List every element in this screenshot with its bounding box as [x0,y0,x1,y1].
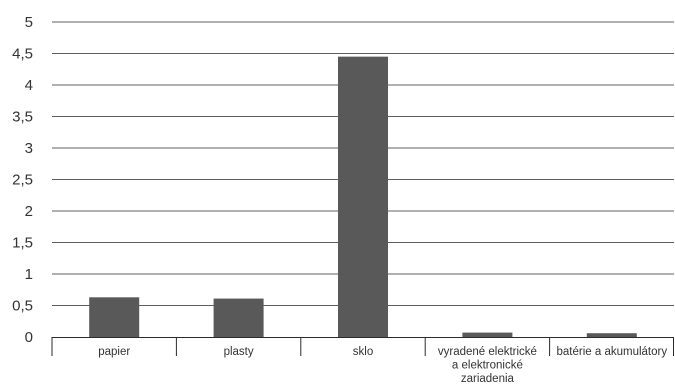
x-axis-category-labels: papier plasty sklo vyradené elektrické a ele… [98,346,667,385]
bar [338,56,388,338]
bars [89,56,637,338]
x-category-label: a elektronické [452,360,523,372]
y-tick-label: 1 [25,266,33,283]
y-tick-label: 0 [25,329,33,346]
y-tick-label: 3,5 [12,109,33,126]
y-axis-tick-labels: 0 0,5 1 1,5 2 2,5 3 3,5 4 4,5 5 [12,14,33,346]
y-tick-label: 4 [25,77,33,94]
y-tick-label: 5 [25,14,33,31]
x-category-label: papier [98,346,130,358]
y-tick-label: 2 [25,203,33,220]
y-tick-label: 3 [25,140,33,157]
x-category-label: batérie a akumulátory [557,346,668,358]
bar [462,332,513,337]
y-tick-label: 1,5 [12,235,33,252]
bar [213,298,264,337]
bar [586,333,637,337]
x-category-label: zariadenia [461,373,515,385]
y-tick-label: 2,5 [12,172,33,189]
x-category-label: vyradené elektrické [438,346,537,358]
x-category-label: plasty [224,346,254,358]
y-tick-label: 0,5 [12,298,33,315]
x-category-label: sklo [353,346,373,358]
x-axis [51,337,674,356]
bar [89,297,140,337]
y-tick-label: 4,5 [12,46,33,63]
